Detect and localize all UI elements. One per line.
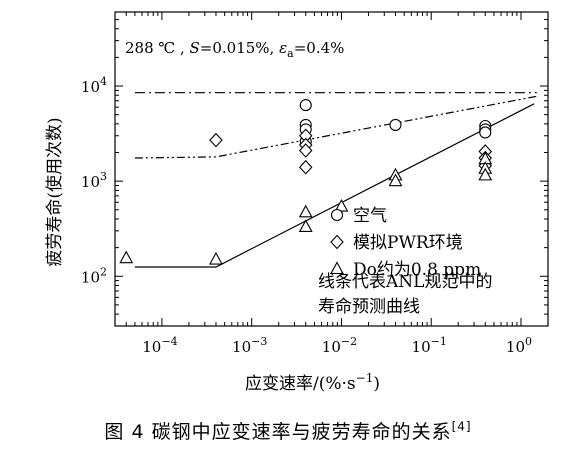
chart: 10−4 10−3 10−2 10−1 100 102 103 104 288 ℃ , S=0… (44, 11, 549, 394)
triangle-marker (298, 204, 313, 218)
y-tick-label: 103 (81, 170, 107, 191)
diamond-marker (298, 143, 313, 158)
circle-marker (479, 126, 492, 139)
curve-pwr (134, 95, 537, 159)
y-tick-label: 102 (81, 265, 107, 286)
x-tick-label: 10−3 (232, 335, 267, 356)
triangle-marker (119, 250, 134, 264)
diamond-marker (298, 159, 313, 175)
data-markers (119, 99, 493, 265)
triangle-marker (209, 251, 223, 265)
x-tick-label: 100 (506, 335, 532, 356)
x-tick-label: 10−2 (322, 335, 357, 356)
circle-marker (389, 118, 402, 131)
y-tick-label: 104 (81, 75, 107, 96)
legend-label: 空气 (353, 206, 387, 226)
annotation-line1: 线条代表ANL规范中的 (318, 272, 492, 292)
circle-marker (299, 99, 312, 112)
plot-frame (114, 11, 549, 327)
triangle-marker (298, 219, 313, 232)
figure-caption: 图 4 碳钢中应变速率与疲劳寿命的关系[4] (0, 417, 576, 444)
legend-diamond-marker (330, 234, 344, 250)
y-axis-label: 疲劳寿命(使用次数) (44, 117, 65, 266)
curve-low-do (134, 103, 535, 268)
x-tick-label: 10−1 (412, 335, 447, 356)
caption-ref: [4] (451, 419, 472, 434)
legend-label: 模拟PWR环境 (353, 233, 463, 253)
plot-axes: 10−4 10−3 10−2 10−1 100 102 103 104 (81, 11, 549, 356)
prediction-curves (134, 92, 537, 268)
legend-label: Do约为0.8 ppm (353, 260, 481, 280)
legend-triangle-marker (330, 261, 344, 275)
diamond-marker (209, 132, 223, 148)
chart-condition: 288 ℃ , S=0.015%, εa=0.4% (125, 39, 344, 60)
x-axis-label: 应变速率/(%·s−1) (245, 371, 380, 394)
triangle-marker (388, 173, 403, 187)
annotation-line2: 寿命预测曲线 (318, 297, 420, 317)
caption-text: 图 4 碳钢中应变速率与疲劳寿命的关系 (104, 421, 452, 443)
x-tick-label: 10−4 (142, 335, 177, 356)
triangle-marker (478, 167, 493, 181)
legend-circle-marker (330, 208, 344, 222)
